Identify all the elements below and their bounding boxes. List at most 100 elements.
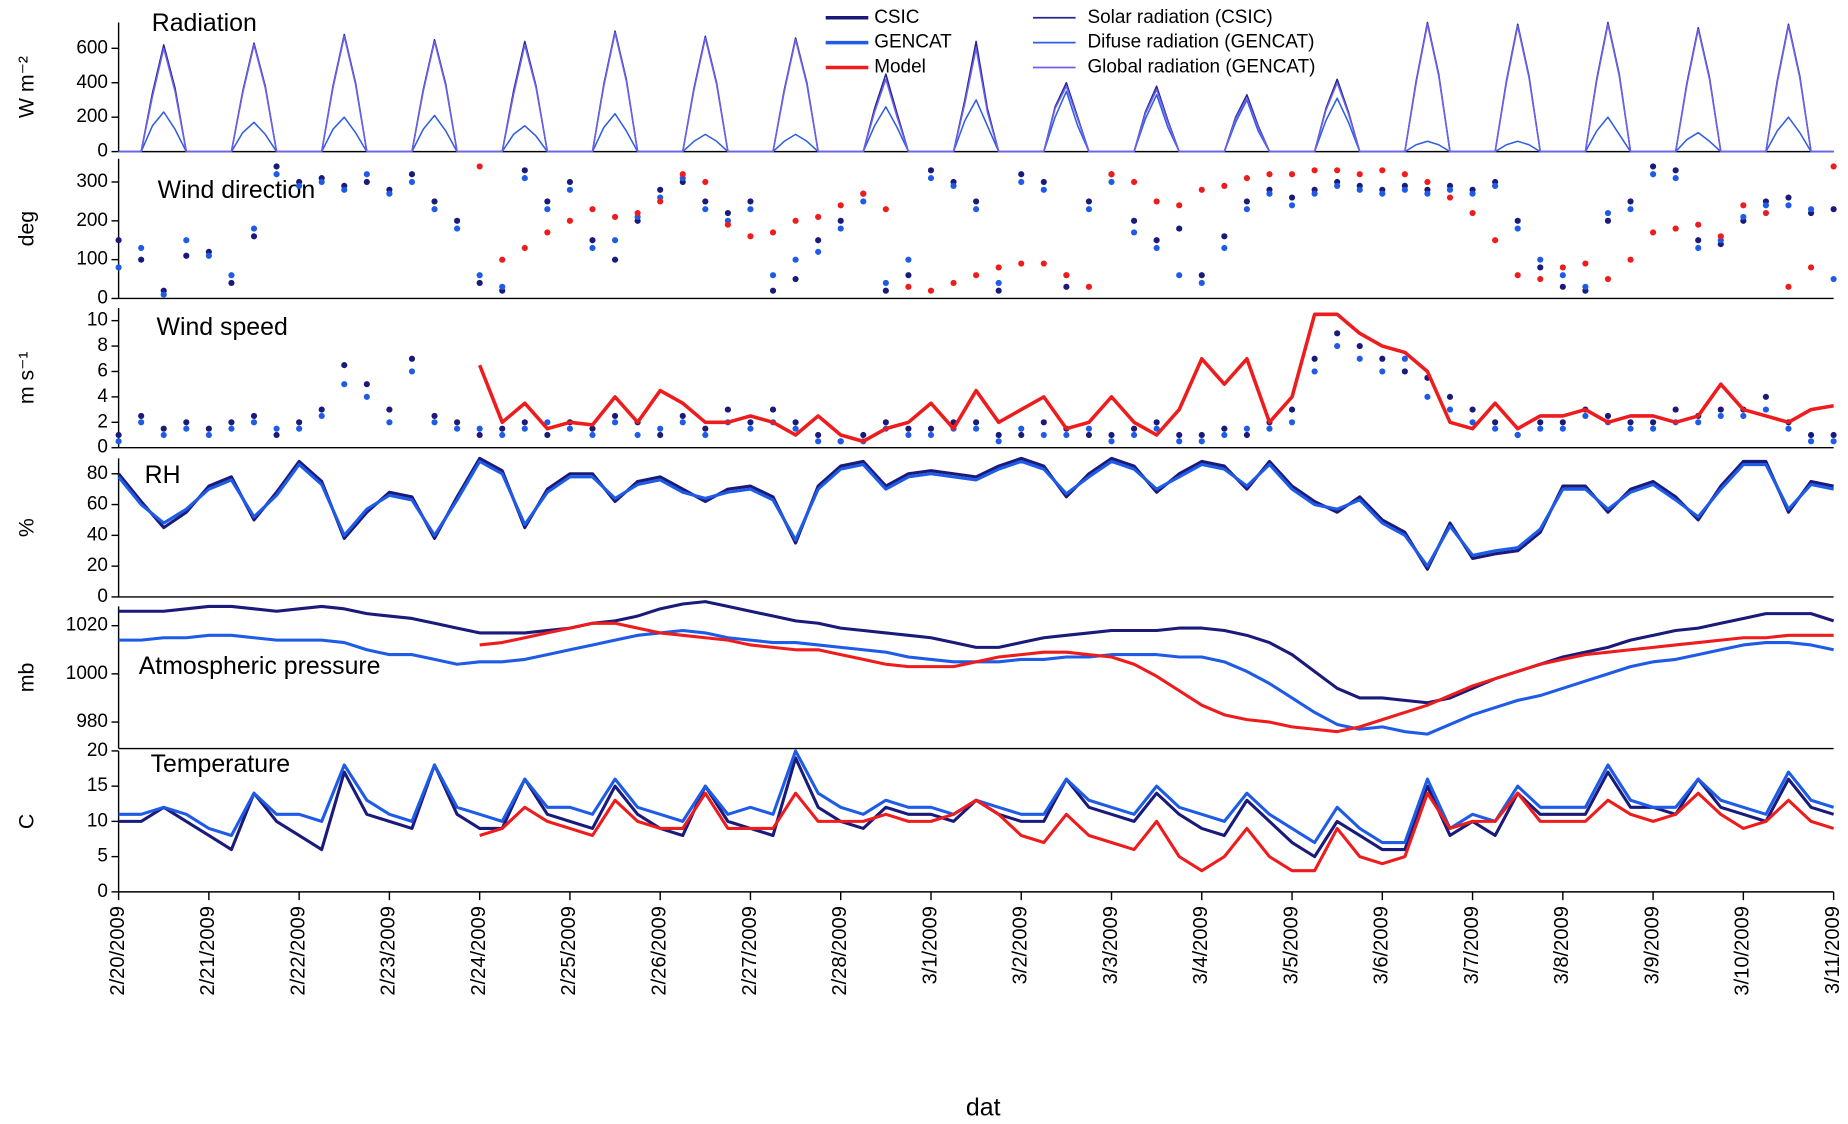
data-point: [1785, 425, 1792, 432]
legend-label: GENCAT: [874, 32, 952, 53]
data-point: [724, 221, 731, 228]
data-point: [544, 229, 551, 236]
data-point: [1198, 438, 1205, 445]
data-point: [341, 186, 348, 193]
data-point: [544, 431, 551, 439]
y-axis-label: C: [14, 814, 38, 829]
data-point: [973, 198, 980, 205]
data-point: [318, 178, 325, 186]
data-point: [679, 171, 686, 178]
x-tick-label: 3/11/2009: [1822, 906, 1844, 994]
data-point: [702, 178, 709, 186]
data-point: [1040, 419, 1047, 426]
data-point: [747, 425, 754, 432]
data-point: [792, 217, 799, 224]
data-point: [1153, 237, 1160, 244]
data-point: [724, 406, 731, 413]
data-point: [521, 167, 528, 174]
data-point: [408, 355, 416, 362]
data-point: [973, 206, 980, 213]
data-point: [1311, 355, 1318, 362]
data-point: [318, 406, 325, 413]
data-point: [1085, 198, 1093, 205]
data-point: [1221, 244, 1228, 252]
data-point: [1695, 237, 1702, 244]
data-point: [792, 256, 799, 263]
x-axis-label: dat: [966, 1094, 1001, 1122]
data-point: [1830, 275, 1837, 283]
data-point: [837, 225, 844, 232]
data-point: [1334, 182, 1341, 189]
data-point: [973, 272, 980, 279]
y-axis-label: mb: [14, 663, 38, 693]
series-line: [117, 456, 1834, 571]
data-point: [1063, 272, 1070, 279]
data-point: [341, 362, 348, 369]
x-tick-label: 3/5/2009: [1280, 906, 1302, 984]
data-point: [1740, 213, 1747, 221]
data-point: [1650, 425, 1657, 432]
series-line: [479, 621, 1834, 734]
panel-title: RH: [145, 461, 181, 489]
data-point: [386, 190, 393, 197]
x-tick-label: 3/1/2009: [919, 906, 941, 984]
data-point: [1040, 431, 1047, 439]
y-tick-label: 0: [97, 881, 108, 902]
data-point: [1785, 283, 1792, 290]
data-point: [1176, 438, 1183, 445]
data-point: [228, 272, 235, 279]
data-point: [499, 256, 506, 263]
x-tick-label: 2/24/2009: [468, 906, 490, 996]
data-point: [1424, 178, 1431, 186]
data-point: [1040, 260, 1047, 267]
data-point: [296, 419, 303, 426]
data-point: [363, 178, 370, 186]
data-point: [1469, 190, 1476, 197]
x-tick-label: 2/28/2009: [829, 906, 851, 996]
legend-label: Solar radiation (CSIC): [1087, 7, 1272, 28]
data-point: [905, 256, 912, 263]
data-point: [363, 393, 370, 400]
data-point: [1153, 419, 1160, 426]
data-point: [747, 198, 754, 205]
y-tick-label: 0: [97, 141, 108, 162]
data-point: [1807, 264, 1815, 271]
data-point: [250, 233, 258, 240]
y-axis-label: deg: [14, 211, 38, 247]
data-point: [1559, 425, 1566, 432]
data-point: [476, 163, 483, 170]
data-point: [995, 279, 1002, 287]
data-point: [183, 237, 190, 244]
data-point: [1469, 419, 1476, 426]
data-point: [1492, 425, 1499, 432]
data-point: [1717, 233, 1724, 240]
data-point: [747, 419, 754, 426]
y-axis-label: %: [14, 518, 38, 537]
data-point: [1559, 272, 1566, 279]
data-point: [115, 431, 122, 439]
data-point: [1401, 171, 1408, 178]
data-point: [521, 425, 528, 432]
data-point: [815, 213, 822, 221]
data-point: [1288, 406, 1296, 413]
y-tick-label: 20: [87, 740, 108, 761]
data-point: [1356, 342, 1363, 350]
data-point: [927, 287, 935, 294]
data-point: [499, 283, 506, 290]
data-point: [138, 419, 145, 426]
y-tick-label: 8: [97, 335, 108, 356]
data-point: [589, 244, 596, 252]
data-point: [1108, 431, 1115, 439]
data-point: [566, 186, 574, 193]
data-point: [1018, 425, 1025, 432]
data-point: [1311, 368, 1318, 375]
data-point: [408, 171, 416, 178]
data-point: [318, 412, 325, 420]
panel-title: Atmospheric pressure: [139, 652, 381, 680]
data-point: [408, 368, 416, 375]
data-point: [1108, 171, 1115, 178]
data-point: [792, 275, 799, 283]
data-point: [1514, 272, 1521, 279]
data-point: [1785, 202, 1792, 209]
